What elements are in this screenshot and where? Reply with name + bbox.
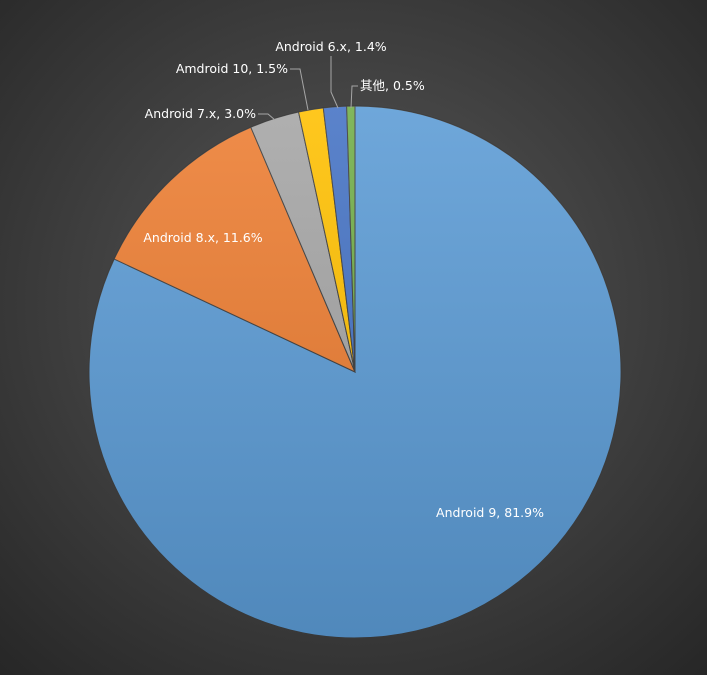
label-category: 其他 <box>360 78 386 93</box>
label-separator: , <box>248 61 256 76</box>
label-category: Android 7.x <box>145 106 217 121</box>
label-category: Amdroid 10 <box>176 61 249 76</box>
label-category: Android 8.x <box>143 230 215 245</box>
data-label: Android 9, 81.9% <box>436 505 544 520</box>
label-value: 81.9% <box>504 505 544 520</box>
leader-line <box>350 85 358 109</box>
pie <box>88 105 622 639</box>
label-separator: , <box>216 106 224 121</box>
label-category: Android 9 <box>436 505 496 520</box>
label-separator: , <box>496 505 504 520</box>
data-label: Android 8.x, 11.6% <box>143 230 262 245</box>
label-value: 3.0% <box>224 106 256 121</box>
label-category: Android 6.x <box>275 39 347 54</box>
data-label: Android 6.x, 1.4% <box>275 39 386 54</box>
data-labels: Android 9, 81.9%Android 8.x, 11.6%Androi… <box>143 39 544 520</box>
label-separator: , <box>347 39 355 54</box>
label-value: 0.5% <box>393 78 425 93</box>
data-label: 其他, 0.5% <box>360 78 425 93</box>
label-value: 1.5% <box>256 61 288 76</box>
label-separator: , <box>215 230 223 245</box>
label-value: 1.4% <box>355 39 387 54</box>
label-value: 11.6% <box>223 230 263 245</box>
leader-line <box>330 56 339 109</box>
leader-line <box>290 68 309 111</box>
data-label: Android 7.x, 3.0% <box>145 106 256 121</box>
label-separator: , <box>385 78 393 93</box>
leader-line <box>258 113 276 121</box>
data-label: Amdroid 10, 1.5% <box>176 61 288 76</box>
